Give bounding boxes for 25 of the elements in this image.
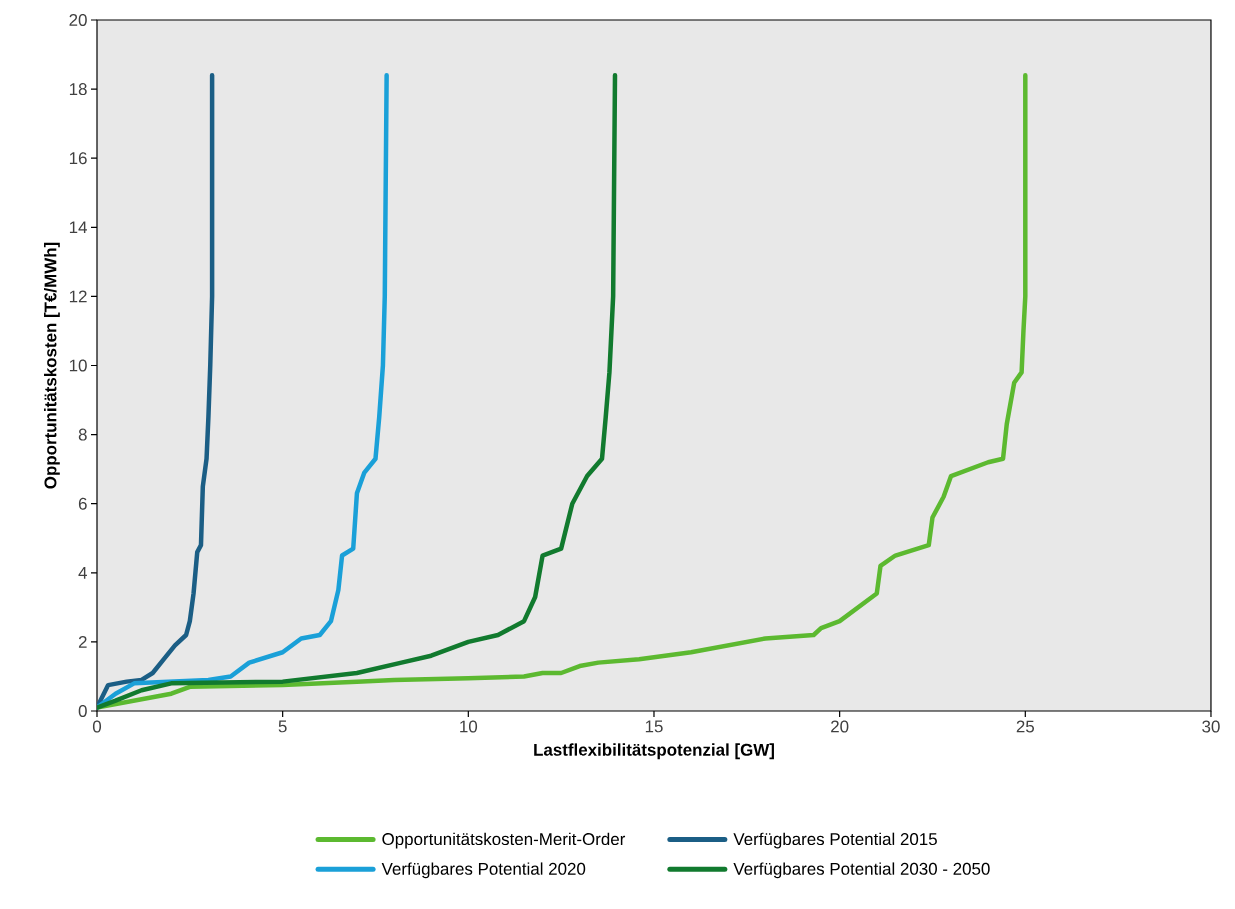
legend-label: Verfügbares Potential 2015 xyxy=(733,832,937,849)
y-tick-label: 10 xyxy=(69,359,87,372)
y-tick-label: 2 xyxy=(78,635,87,648)
y-tick-label: 18 xyxy=(69,83,87,96)
x-tick-label: 15 xyxy=(645,720,663,733)
x-tick-label: 20 xyxy=(831,720,849,733)
legend-label: Verfügbares Potential 2030 - 2050 xyxy=(733,862,990,879)
legend-label: Opportunitätskosten-Merit-Order xyxy=(382,832,626,849)
x-tick-label: 30 xyxy=(1202,720,1220,733)
x-tick-label: 5 xyxy=(278,720,287,733)
x-axis-title: Lastflexibilitätspotenzial [GW] xyxy=(534,743,774,760)
y-tick-label: 14 xyxy=(69,221,87,234)
y-tick-label: 6 xyxy=(78,497,87,510)
y-tick-label: 16 xyxy=(69,152,87,165)
x-tick-label: 0 xyxy=(92,720,102,733)
y-tick-label: 4 xyxy=(78,566,87,579)
y-tick-label: 8 xyxy=(78,428,87,441)
x-tick-label: 10 xyxy=(460,720,478,733)
line-series xyxy=(97,73,618,710)
y-tick-label: 0 xyxy=(78,705,87,717)
legend-label: Verfügbares Potential 2020 xyxy=(381,862,586,879)
y-tick-label: 20 xyxy=(69,14,87,26)
x-tick-label: 25 xyxy=(1016,720,1035,733)
y-axis-title: Opportunitätskosten [T€/MWh] xyxy=(44,242,60,489)
y-tick-label: 12 xyxy=(69,290,87,303)
